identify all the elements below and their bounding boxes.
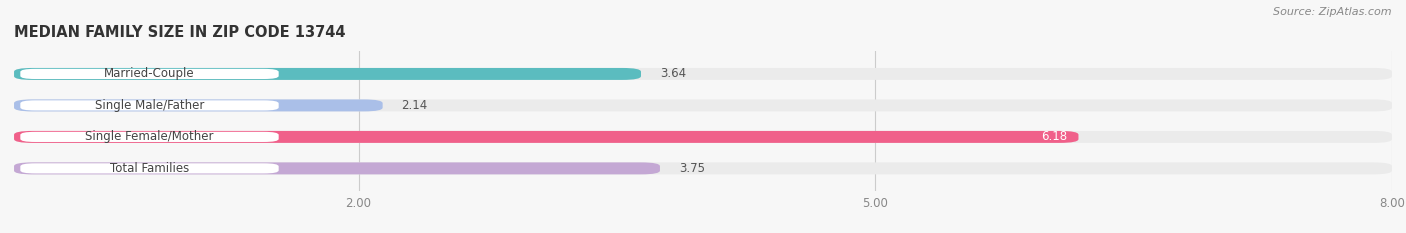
- Text: Single Male/Father: Single Male/Father: [94, 99, 204, 112]
- Text: 6.18: 6.18: [1042, 130, 1067, 143]
- FancyBboxPatch shape: [14, 131, 1078, 143]
- FancyBboxPatch shape: [14, 162, 659, 174]
- Text: Total Families: Total Families: [110, 162, 190, 175]
- FancyBboxPatch shape: [14, 131, 1392, 143]
- FancyBboxPatch shape: [20, 163, 278, 174]
- FancyBboxPatch shape: [14, 99, 1392, 111]
- FancyBboxPatch shape: [14, 68, 641, 80]
- FancyBboxPatch shape: [14, 162, 1392, 174]
- FancyBboxPatch shape: [20, 100, 278, 110]
- Text: 2.14: 2.14: [402, 99, 427, 112]
- FancyBboxPatch shape: [20, 132, 278, 142]
- Text: 3.75: 3.75: [679, 162, 704, 175]
- Text: 3.64: 3.64: [659, 67, 686, 80]
- FancyBboxPatch shape: [20, 69, 278, 79]
- Text: Single Female/Mother: Single Female/Mother: [86, 130, 214, 143]
- Text: MEDIAN FAMILY SIZE IN ZIP CODE 13744: MEDIAN FAMILY SIZE IN ZIP CODE 13744: [14, 25, 346, 40]
- FancyBboxPatch shape: [14, 99, 382, 111]
- FancyBboxPatch shape: [14, 68, 1392, 80]
- Text: Source: ZipAtlas.com: Source: ZipAtlas.com: [1274, 7, 1392, 17]
- Text: Married-Couple: Married-Couple: [104, 67, 195, 80]
